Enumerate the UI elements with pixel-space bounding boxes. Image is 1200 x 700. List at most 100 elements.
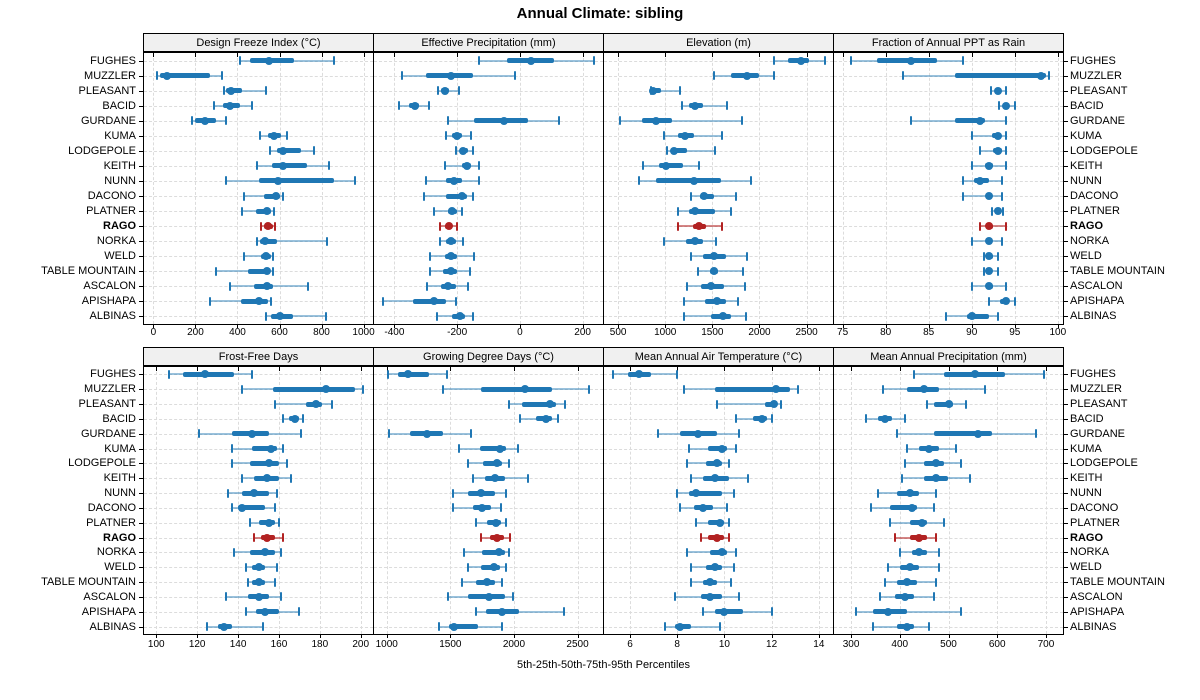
x-axis-label: 5th-25th-50th-75th-95th Percentiles	[516, 659, 691, 671]
station-label-left-lodgepole: LODGEPOLE	[68, 144, 136, 157]
median-dot	[265, 56, 273, 65]
gridline-horizontal	[604, 120, 833, 122]
station-label-right-keith: KEITH	[1070, 472, 1103, 485]
median-dot	[905, 489, 914, 498]
cap-5th	[435, 311, 438, 321]
station-label-right-apishapa: APISHAPA	[1070, 605, 1125, 618]
axis-tick-label: 400	[891, 639, 909, 650]
gridline-horizontal	[374, 211, 603, 213]
median-dot	[669, 146, 678, 155]
axis-tick	[386, 367, 388, 371]
median-dot	[758, 414, 767, 423]
cap-95th	[361, 384, 364, 394]
median-dot	[226, 101, 235, 110]
axis-tick	[457, 53, 459, 57]
median-dot	[681, 131, 690, 140]
median-dot	[260, 548, 269, 557]
band-25th-75th	[398, 371, 429, 377]
gridline-horizontal	[834, 582, 1063, 584]
station-label-left-nunn: NUNN	[104, 487, 136, 500]
cap-95th	[725, 503, 728, 513]
cap-5th	[238, 56, 241, 66]
cap-95th	[996, 251, 999, 261]
band-25th-75th	[159, 73, 211, 79]
cap-5th	[240, 206, 243, 216]
axis-tick	[899, 634, 901, 638]
axis-tick-label: 8	[674, 639, 680, 650]
median-dot	[291, 414, 300, 423]
gridline-horizontal	[374, 271, 603, 273]
cap-95th	[516, 444, 519, 454]
cap-5th	[871, 622, 874, 632]
axis-tick-label: 95	[1009, 327, 1021, 338]
cap-5th	[850, 56, 853, 66]
cap-5th	[864, 414, 867, 424]
row-tick	[139, 522, 143, 524]
gridline-horizontal	[834, 478, 1063, 480]
median-dot	[227, 86, 236, 95]
gridline-vertical	[197, 367, 199, 634]
gridline-horizontal	[604, 507, 833, 509]
cap-95th	[300, 429, 303, 439]
median-dot	[201, 370, 210, 379]
gridline-vertical	[394, 53, 396, 324]
gridline-vertical	[818, 367, 820, 634]
cap-95th	[744, 281, 747, 291]
gridline-vertical	[1014, 53, 1016, 324]
median-dot	[238, 503, 247, 512]
gridline-horizontal	[604, 105, 833, 107]
axis-tick	[238, 367, 240, 371]
cap-5th	[445, 131, 448, 141]
axis-tick	[577, 367, 579, 371]
cap-95th	[736, 296, 739, 306]
cap-95th	[732, 488, 735, 498]
median-dot	[453, 131, 462, 140]
cap-5th	[685, 458, 688, 468]
axis-tick	[665, 324, 667, 328]
row-tick	[139, 448, 143, 450]
row-tick	[139, 150, 143, 152]
cap-95th	[505, 562, 508, 572]
median-dot	[526, 56, 535, 65]
row-tick	[1064, 389, 1068, 391]
cap-5th	[426, 281, 429, 291]
gridline-horizontal	[144, 196, 373, 198]
cap-5th	[689, 191, 692, 201]
axis-tick-label: 1500	[701, 327, 724, 338]
gridline-horizontal	[834, 301, 1063, 303]
gridline-horizontal	[374, 301, 603, 303]
cap-5th	[886, 562, 889, 572]
station-label-right-fughes: FUGHES	[1070, 54, 1116, 67]
row-tick	[1064, 404, 1068, 406]
cap-5th	[910, 116, 913, 126]
axis-tick-label: 12	[766, 639, 778, 650]
row-tick	[1064, 286, 1068, 288]
cap-5th	[213, 101, 216, 111]
cap-95th	[935, 533, 938, 543]
gridline-horizontal	[374, 226, 603, 228]
gridline-vertical	[806, 53, 808, 324]
cap-5th	[222, 86, 225, 96]
gridline-horizontal	[604, 433, 833, 435]
cap-5th	[979, 146, 982, 156]
axis-tick-label: 10	[718, 639, 730, 650]
cap-95th	[354, 176, 357, 186]
station-label-right-kuma: KUMA	[1070, 442, 1102, 455]
gridline-horizontal	[834, 165, 1063, 167]
cap-5th	[676, 488, 679, 498]
station-label-left-kuma: KUMA	[104, 129, 136, 142]
cap-95th	[588, 384, 590, 394]
median-dot	[635, 370, 644, 379]
gridline-horizontal	[604, 241, 833, 243]
gridline-horizontal	[834, 552, 1063, 554]
station-label-right-table-mountain: TABLE MOUNTAIN	[1070, 576, 1165, 589]
axis-tick	[319, 634, 321, 638]
axis-tick	[363, 324, 365, 328]
gridline-horizontal	[604, 271, 833, 273]
station-label-left-ascalon: ASCALON	[83, 590, 136, 603]
gridline-horizontal	[144, 120, 373, 122]
cap-95th	[592, 56, 595, 66]
cap-95th	[514, 71, 517, 81]
cap-5th	[677, 206, 680, 216]
cap-5th	[896, 429, 899, 439]
